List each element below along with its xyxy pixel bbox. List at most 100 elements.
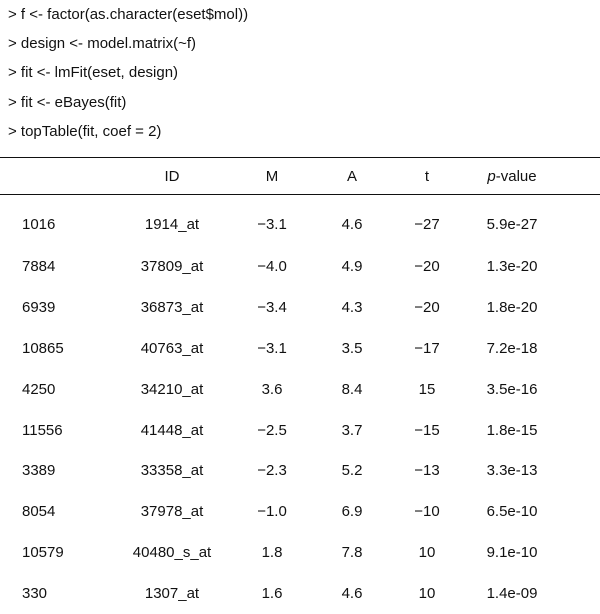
cell-a: 4.3: [341, 298, 363, 316]
cell-a: 5.2: [341, 462, 363, 480]
cell-b: 44: [562, 246, 600, 287]
table-row: 11556 41448_at −2.5 3.7 −15 1.8e-15 34: [0, 410, 600, 451]
cell-id: 33358_at: [140, 462, 204, 480]
cell-index: 7884: [22, 257, 56, 275]
cell-index: 6939: [22, 298, 56, 316]
table-header-rule: [0, 194, 600, 195]
cell-b: 21: [562, 573, 600, 614]
table-row: 10865 40763_at −3.1 3.5 −17 7.2e-18 39: [0, 328, 600, 369]
cell-id: 40480_s_at: [132, 544, 212, 562]
code-line: > design <- model.matrix(~f): [8, 35, 196, 53]
cell-index: 3389: [22, 462, 56, 480]
cell-m: −3.1: [257, 339, 287, 357]
cell-m: −2.3: [257, 462, 287, 480]
cell-a: 3.7: [341, 421, 363, 439]
cell-m: 3.6: [261, 380, 283, 398]
cell-id: 37978_at: [140, 503, 204, 521]
table-body: 1016 1914_at −3.1 4.6 −27 5.9e-27 56 7884 37809_…: [0, 194, 600, 614]
cell-m: −1.0: [257, 503, 287, 521]
cell-id: 41448_at: [140, 421, 204, 439]
table-row: 7884 37809_at −4.0 4.9 −20 1.3e-20 44: [0, 246, 600, 287]
cell-t: −13: [414, 462, 440, 480]
cell-a: 4.6: [341, 585, 363, 603]
cell-t: −17: [414, 339, 440, 357]
header-p-value: p-value: [462, 158, 562, 194]
cell-m: −2.5: [257, 421, 287, 439]
r-code-block: > f <- factor(as.character(eset$mol)) > …: [8, 0, 588, 146]
table-top-rule: [0, 157, 600, 158]
cell-p-value: 1.4e-09: [486, 585, 538, 603]
cell-t: 10: [418, 585, 436, 603]
cell-id: 34210_at: [140, 380, 204, 398]
cell-t: −15: [414, 421, 440, 439]
table-row: 10579 40480_s_at 1.8 7.8 10 9.1e-10 21: [0, 532, 600, 573]
cell-p-value: 1.8e-15: [486, 421, 538, 439]
cell-t: 15: [418, 380, 436, 398]
cell-t: 10: [418, 544, 436, 562]
cell-b: 35: [562, 369, 600, 410]
cell-index: 10579: [22, 544, 64, 562]
cell-index: 330: [22, 585, 48, 603]
header-index: [0, 158, 112, 194]
cell-p-value: 3.5e-16: [486, 380, 538, 398]
cell-m: −3.1: [257, 215, 287, 233]
cell-m: −4.0: [257, 257, 287, 275]
code-line: > fit <- eBayes(fit): [8, 93, 127, 111]
table-row: 3389 33358_at −2.3 5.2 −13 3.3e-13 29: [0, 450, 600, 491]
cell-p-value: 3.3e-13: [486, 462, 538, 480]
cell-id: 37809_at: [140, 257, 204, 275]
cell-a: 7.8: [341, 544, 363, 562]
table-row: 4250 34210_at 3.6 8.4 15 3.5e-16 35: [0, 369, 600, 410]
cell-t: −27: [414, 215, 440, 233]
cell-index: 11556: [22, 421, 63, 439]
code-line: > fit <- lmFit(eset, design): [8, 64, 179, 82]
cell-b: 29: [562, 450, 600, 491]
cell-p-value: 6.5e-10: [486, 503, 538, 521]
cell-index: 8054: [22, 503, 56, 521]
header-p-prefix: p: [487, 167, 496, 185]
cell-t: −20: [414, 298, 440, 316]
cell-p-value: 1.3e-20: [486, 257, 538, 275]
cell-id: 40763_at: [140, 339, 204, 357]
cell-a: 3.5: [341, 339, 363, 357]
header-t: t: [424, 167, 430, 185]
cell-m: 1.6: [261, 585, 283, 603]
cell-id: 36873_at: [140, 298, 204, 316]
cell-index: 4250: [22, 380, 56, 398]
cell-id: 1307_at: [144, 585, 200, 603]
cell-m: −3.4: [257, 298, 287, 316]
table-row: 8054 37978_at −1.0 6.9 −10 6.5e-10 22: [0, 491, 600, 532]
cell-p-value: 7.2e-18: [486, 339, 538, 357]
cell-b: 21: [562, 532, 600, 573]
cell-a: 6.9: [341, 503, 363, 521]
cell-b: 34: [562, 410, 600, 451]
cell-p-value: 9.1e-10: [486, 544, 538, 562]
cell-a: 4.9: [341, 257, 363, 275]
table-header-row: ID M A t p-value B: [0, 158, 600, 194]
cell-id: 1914_at: [144, 215, 200, 233]
top-table: ID M A t p-value B 1016 1914_at −3.1 4.6 −27…: [0, 158, 600, 614]
header-a: A: [346, 167, 357, 185]
cell-index: 1016: [22, 215, 56, 233]
cell-index: 10865: [22, 339, 64, 357]
cell-t: −10: [414, 503, 440, 521]
table-row: 330 1307_at 1.6 4.6 10 1.4e-09 21: [0, 573, 600, 614]
code-line: > f <- factor(as.character(eset$mol)): [8, 6, 249, 23]
code-line: > topTable(fit, coef = 2): [8, 122, 162, 140]
cell-a: 4.6: [341, 215, 363, 233]
cell-p-value: 5.9e-27: [486, 215, 538, 233]
header-id: ID: [164, 167, 180, 185]
header-p-suffix: -value: [495, 167, 537, 185]
cell-t: −20: [414, 257, 440, 275]
cell-b: 22: [562, 491, 600, 532]
table-row: 6939 36873_at −3.4 4.3 −20 1.8e-20 44: [0, 287, 600, 328]
cell-m: 1.8: [261, 544, 283, 562]
cell-b: 56: [562, 194, 600, 246]
table-row: 1016 1914_at −3.1 4.6 −27 5.9e-27 56: [0, 194, 600, 246]
cell-p-value: 1.8e-20: [486, 298, 538, 316]
header-b: B: [562, 158, 600, 194]
cell-b: 39: [562, 328, 600, 369]
cell-b: 44: [562, 287, 600, 328]
cell-a: 8.4: [341, 380, 363, 398]
header-m: M: [265, 167, 279, 185]
